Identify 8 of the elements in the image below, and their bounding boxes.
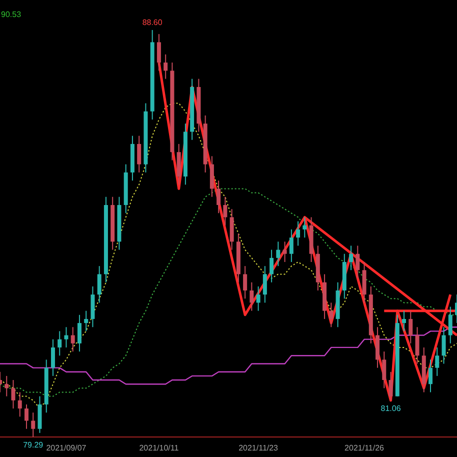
annotation: 81.06	[380, 404, 402, 414]
x-tick-label: 2021/11/26	[344, 444, 385, 453]
x-tick-label: 2021/10/11	[139, 444, 180, 453]
text: 90.53	[1, 10, 22, 19]
annotation: 79.29	[23, 440, 44, 450]
annotation: 88.60	[142, 18, 163, 27]
x-tick-label: 2021/11/23	[238, 444, 279, 453]
x-tick-label: 2021/09/07	[46, 444, 87, 453]
